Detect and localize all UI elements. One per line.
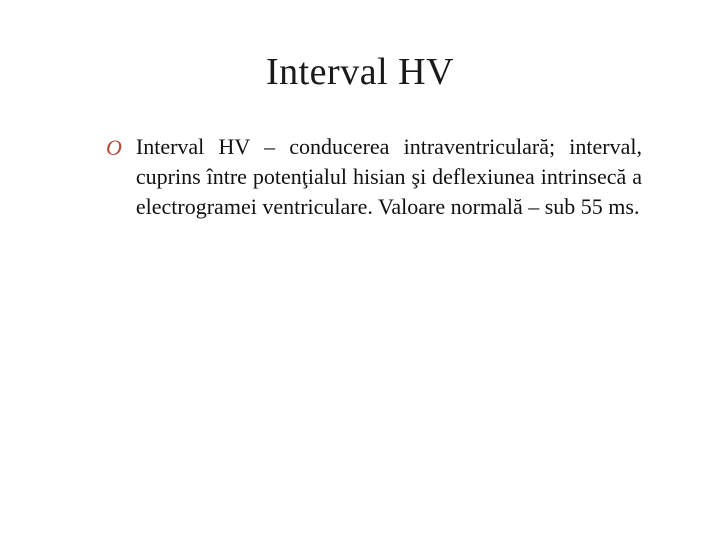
bullet-marker-icon: O [106, 132, 122, 162]
bullet-item: O Interval HV – conducerea intraventricu… [78, 132, 642, 222]
page-title: Interval HV [78, 50, 642, 94]
slide: Interval HV O Interval HV – conducerea i… [0, 0, 720, 540]
bullet-text: Interval HV – conducerea intraventricula… [136, 132, 642, 222]
